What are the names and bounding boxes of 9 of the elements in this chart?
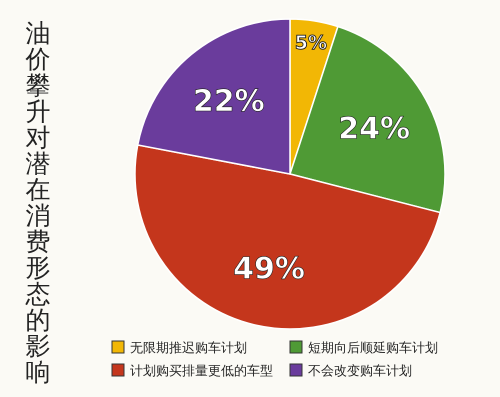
legend-label: 不会改变购车计划 xyxy=(308,364,412,379)
legend-label: 短期向后顺延购车计划 xyxy=(308,341,438,356)
legend-label: 无限期推迟购车计划 xyxy=(130,341,247,356)
data-label: 24% xyxy=(338,112,410,147)
legend-label: 计划购买排量更低的车型 xyxy=(130,364,273,379)
title: 油价攀升对潜在消费形态的影响 xyxy=(26,18,50,386)
data-label: 5% xyxy=(294,32,327,54)
data-label: 22% xyxy=(192,84,265,119)
data-label: 49% xyxy=(233,252,305,287)
